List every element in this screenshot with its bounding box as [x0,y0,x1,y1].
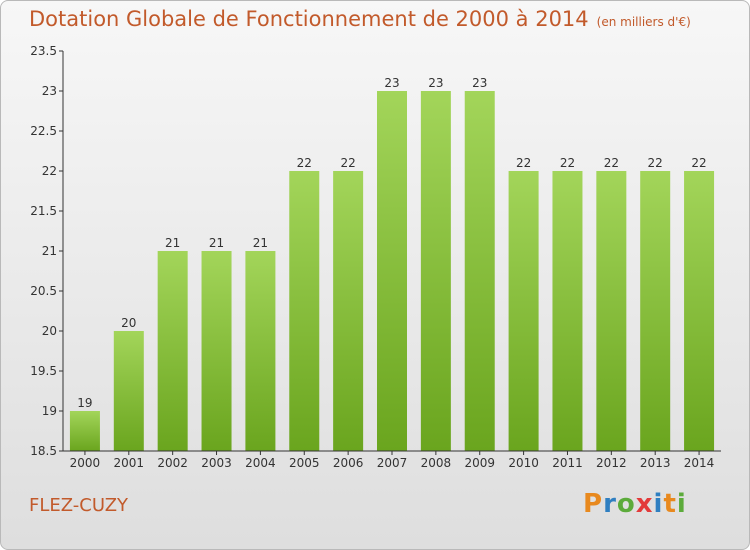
bar-value-label: 22 [560,156,575,170]
bar-2006[interactable] [333,171,364,451]
bar-2001[interactable] [113,331,144,451]
bar-2007[interactable] [377,91,407,451]
logo-letter: x [635,489,654,519]
bar-value-label: 22 [604,156,619,170]
bar-2008[interactable] [420,91,451,451]
x-tick-label: 2000 [70,456,101,470]
bar-value-label: 22 [516,156,531,170]
bar-value-label: 20 [121,316,136,330]
x-tick-label: 2014 [684,456,715,470]
x-tick-label: 2009 [464,456,495,470]
bar-value-label: 21 [165,236,180,250]
y-tick-label: 18.5 [30,444,57,458]
logo-letter: o [616,489,636,519]
x-tick-label: 2004 [245,456,276,470]
bar-value-label: 22 [297,156,312,170]
bar-2014[interactable] [684,171,715,451]
x-tick-label: 2003 [201,456,232,470]
y-tick-label: 23.5 [30,44,57,58]
y-tick-label: 22.5 [30,124,57,138]
x-tick-label: 2011 [552,456,583,470]
bar-value-label: 22 [691,156,706,170]
bar-value-label: 23 [472,76,487,90]
y-tick-label: 19.5 [30,364,57,378]
bar-value-label: 21 [253,236,268,250]
bars: 19 20 21 21 21 22 22 23 23 23 22 22 22 22 22 [69,76,715,451]
x-tick-label: 2005 [289,456,320,470]
x-axis: 2000 2001 2002 2003 2004 2005 2006 2007 2008 2009… [63,450,721,470]
x-tick-label: 2012 [596,456,627,470]
logo-letter: i [653,489,664,519]
x-tick-label: 2006 [333,456,364,470]
bar-2005[interactable] [289,171,320,451]
town-name: FLEZ-CUZY [29,495,129,516]
x-tick-label: 2007 [377,456,408,470]
x-tick-label: 2010 [508,456,539,470]
bar-value-label: 23 [384,76,399,90]
bar-2010[interactable] [508,171,539,451]
y-tick-label: 21.5 [30,204,57,218]
bar-value-label: 22 [340,156,355,170]
y-tick-label: 19 [42,404,57,418]
bar-2004[interactable] [245,251,276,451]
bar-value-label: 21 [209,236,224,250]
logo-letter: r [603,489,617,519]
bar-2002[interactable] [157,251,188,451]
proxiti-logo[interactable]: Proxiti [583,489,687,519]
x-tick-label: 2002 [157,456,188,470]
y-tick-label: 22 [42,164,57,178]
y-tick-label: 23 [42,84,57,98]
title-text: Dotation Globale de Fonctionnement de 20… [29,7,589,31]
chart-title: Dotation Globale de Fonctionnement de 20… [29,7,691,31]
bar-2011[interactable] [552,171,583,451]
bar-2000[interactable] [69,411,100,451]
y-axis: 18.5 19 19.5 20 20.5 21 21.5 22 22.5 23 23.5 [30,44,64,458]
bar-2012[interactable] [596,171,627,451]
logo-letter: P [583,489,604,519]
bar-2013[interactable] [640,171,671,451]
bar-value-label: 23 [428,76,443,90]
y-tick-label: 20.5 [30,284,57,298]
x-tick-label: 2013 [640,456,671,470]
bar-value-label: 22 [648,156,663,170]
logo-letter: i [676,489,687,519]
bar-2003[interactable] [201,251,232,451]
bar-2009[interactable] [464,91,495,451]
x-tick-label: 2001 [114,456,145,470]
y-tick-label: 21 [42,244,57,258]
title-unit: (en milliers d'€) [596,15,691,29]
x-tick-label: 2008 [421,456,452,470]
y-tick-label: 20 [42,324,57,338]
logo-letter: t [663,489,677,519]
bar-value-label: 19 [77,396,92,410]
